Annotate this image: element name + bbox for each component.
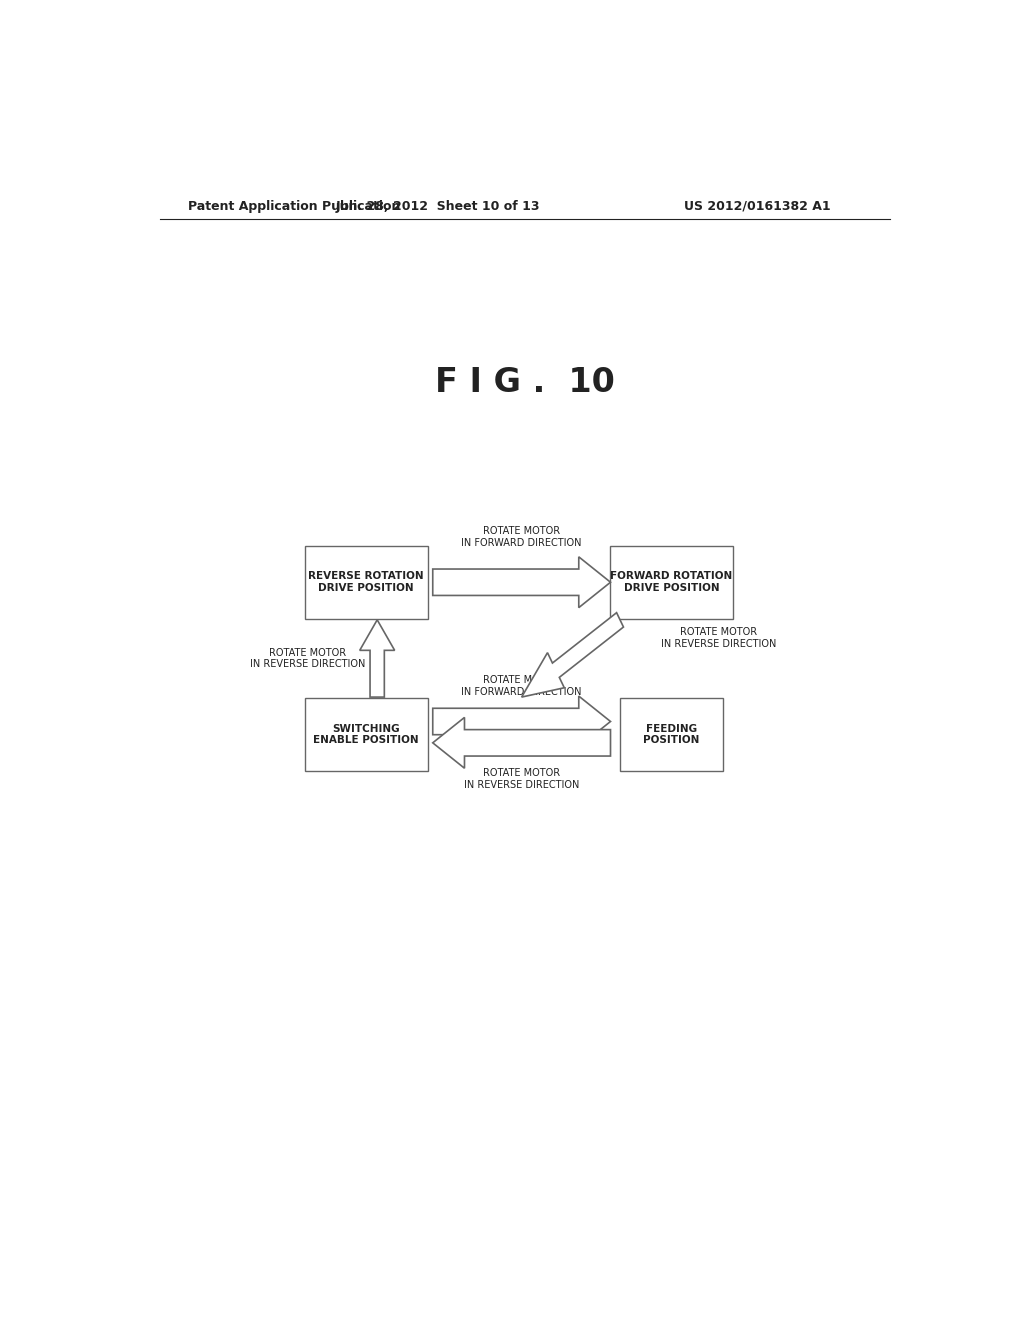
FancyBboxPatch shape bbox=[304, 545, 428, 619]
Text: ROTATE MOTOR
IN FORWARD DIRECTION: ROTATE MOTOR IN FORWARD DIRECTION bbox=[462, 527, 582, 548]
Text: ROTATE MOTOR
IN REVERSE DIRECTION: ROTATE MOTOR IN REVERSE DIRECTION bbox=[250, 648, 365, 669]
Text: ROTATE MOTOR
IN FORWARD DIRECTION: ROTATE MOTOR IN FORWARD DIRECTION bbox=[462, 676, 582, 697]
FancyBboxPatch shape bbox=[304, 698, 428, 771]
Text: Jun. 28, 2012  Sheet 10 of 13: Jun. 28, 2012 Sheet 10 of 13 bbox=[335, 199, 540, 213]
Polygon shape bbox=[433, 718, 610, 768]
Text: REVERSE ROTATION
DRIVE POSITION: REVERSE ROTATION DRIVE POSITION bbox=[308, 572, 424, 593]
Text: Patent Application Publication: Patent Application Publication bbox=[187, 199, 400, 213]
Text: US 2012/0161382 A1: US 2012/0161382 A1 bbox=[684, 199, 830, 213]
Text: SWITCHING
ENABLE POSITION: SWITCHING ENABLE POSITION bbox=[313, 723, 419, 746]
Text: F I G .  10: F I G . 10 bbox=[435, 366, 614, 399]
FancyBboxPatch shape bbox=[621, 698, 723, 771]
Text: ROTATE MOTOR
IN REVERSE DIRECTION: ROTATE MOTOR IN REVERSE DIRECTION bbox=[662, 627, 776, 649]
Polygon shape bbox=[359, 620, 394, 697]
Polygon shape bbox=[433, 557, 610, 607]
Polygon shape bbox=[521, 612, 624, 697]
Polygon shape bbox=[433, 696, 610, 747]
FancyBboxPatch shape bbox=[610, 545, 733, 619]
Text: FORWARD ROTATION
DRIVE POSITION: FORWARD ROTATION DRIVE POSITION bbox=[610, 572, 733, 593]
Text: ROTATE MOTOR
IN REVERSE DIRECTION: ROTATE MOTOR IN REVERSE DIRECTION bbox=[464, 768, 580, 789]
Text: FEEDING
POSITION: FEEDING POSITION bbox=[643, 723, 699, 746]
